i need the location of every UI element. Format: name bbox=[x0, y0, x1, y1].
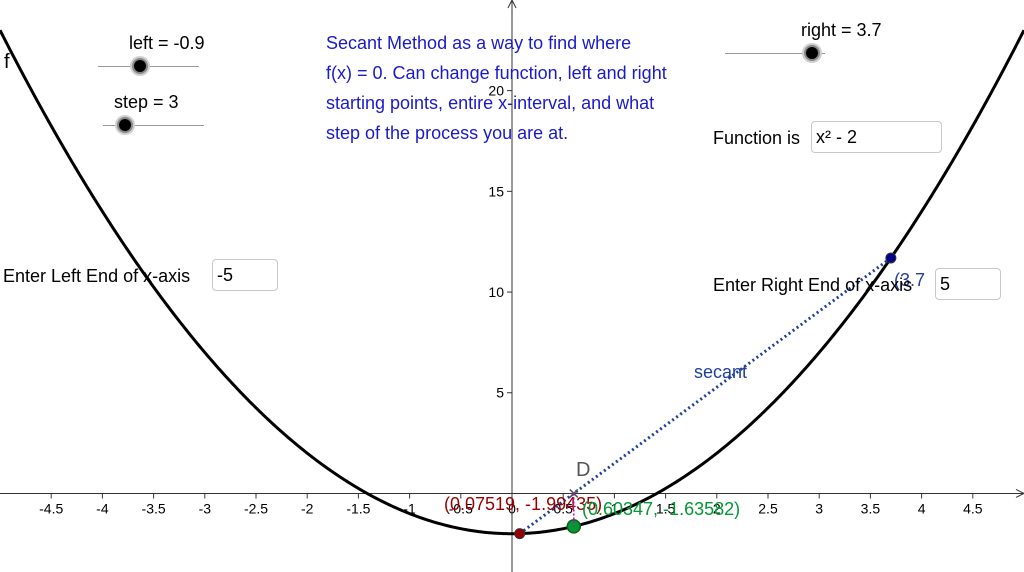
x-tick-label: -3 bbox=[199, 500, 212, 516]
left-slider-label: left = -0.9 bbox=[129, 33, 205, 53]
points-layer[interactable] bbox=[514, 252, 897, 540]
x-tick-label: 0 bbox=[508, 500, 516, 516]
y-tick-label: 20 bbox=[488, 83, 504, 99]
function-input-label: Function is bbox=[713, 128, 801, 148]
point-d-label: D bbox=[576, 459, 590, 481]
x-tick-label: 2 bbox=[713, 500, 721, 516]
right-slider-label: right = 3.7 bbox=[801, 20, 882, 40]
function-curve[interactable] bbox=[0, 29, 1024, 536]
x-tick-label: 4.5 bbox=[963, 500, 983, 516]
right-point[interactable] bbox=[885, 252, 897, 264]
x-tick-label: 1.5 bbox=[656, 500, 676, 516]
x-tick-label: 3 bbox=[815, 500, 823, 516]
x-tick-label: -3.5 bbox=[142, 500, 166, 516]
function-input[interactable] bbox=[811, 121, 942, 153]
x-tick-label: -2 bbox=[301, 500, 314, 516]
x-tick-label: 4 bbox=[918, 500, 926, 516]
x-tick-label: -0.5 bbox=[449, 500, 473, 516]
x-tick-label: 3.5 bbox=[861, 500, 881, 516]
description-line: step of the process you are at. bbox=[326, 123, 569, 143]
secant-label: secant bbox=[694, 362, 747, 382]
y-tick-label: 15 bbox=[488, 183, 504, 199]
right-end-input[interactable] bbox=[935, 268, 1001, 300]
right-slider-knob[interactable] bbox=[804, 45, 820, 61]
right-end-input-label: Enter Right End of x-axis bbox=[713, 275, 913, 295]
right-point-label: (3.7 bbox=[894, 270, 925, 290]
left-point[interactable] bbox=[514, 528, 526, 540]
description-text: Secant Method as a way to find where f(x… bbox=[326, 28, 667, 148]
y-tick-label: 5 bbox=[496, 385, 504, 401]
step-slider-track[interactable] bbox=[103, 125, 204, 126]
x-tick-label: 1 bbox=[611, 500, 619, 516]
left-point-label: (0.07519, -1.99435) bbox=[444, 494, 602, 514]
root-point-label: (0.60347, -1.63582) bbox=[582, 499, 740, 519]
y-tick-label: 10 bbox=[488, 284, 504, 300]
axis-ticks: -4.5 -4 -3.5 -3 -2.5 -2 -1.5 -1 -0.5 0 0.5 1 1.5 2 2.5… bbox=[39, 83, 983, 517]
step-slider-knob[interactable] bbox=[117, 117, 133, 133]
left-end-input-label: Enter Left End of x-axis bbox=[3, 266, 191, 286]
description-line: f(x) = 0. Can change function, left and … bbox=[326, 63, 667, 83]
left-slider-knob[interactable] bbox=[132, 58, 148, 74]
x-tick-label: -2.5 bbox=[244, 500, 268, 516]
right-slider-track[interactable] bbox=[725, 53, 825, 54]
description-line: Secant Method as a way to find where bbox=[326, 33, 632, 53]
x-tick-label: 0.5 bbox=[553, 500, 573, 516]
description-line: starting points, entire x-interval, and … bbox=[326, 93, 655, 113]
secant-line[interactable] bbox=[518, 256, 892, 535]
y-axis-arrow bbox=[507, 0, 517, 9]
left-end-input[interactable] bbox=[212, 259, 278, 291]
x-axis-arrow bbox=[1015, 489, 1024, 498]
step-slider-label: step = 3 bbox=[114, 92, 179, 112]
x-tick-label: -4.5 bbox=[39, 500, 63, 516]
x-tick-label: -1.5 bbox=[346, 500, 370, 516]
function-label: f bbox=[4, 51, 10, 73]
x-tick-label: 2.5 bbox=[758, 500, 778, 516]
left-slider-track[interactable] bbox=[98, 66, 199, 67]
x-tick-label: -4 bbox=[96, 500, 109, 516]
